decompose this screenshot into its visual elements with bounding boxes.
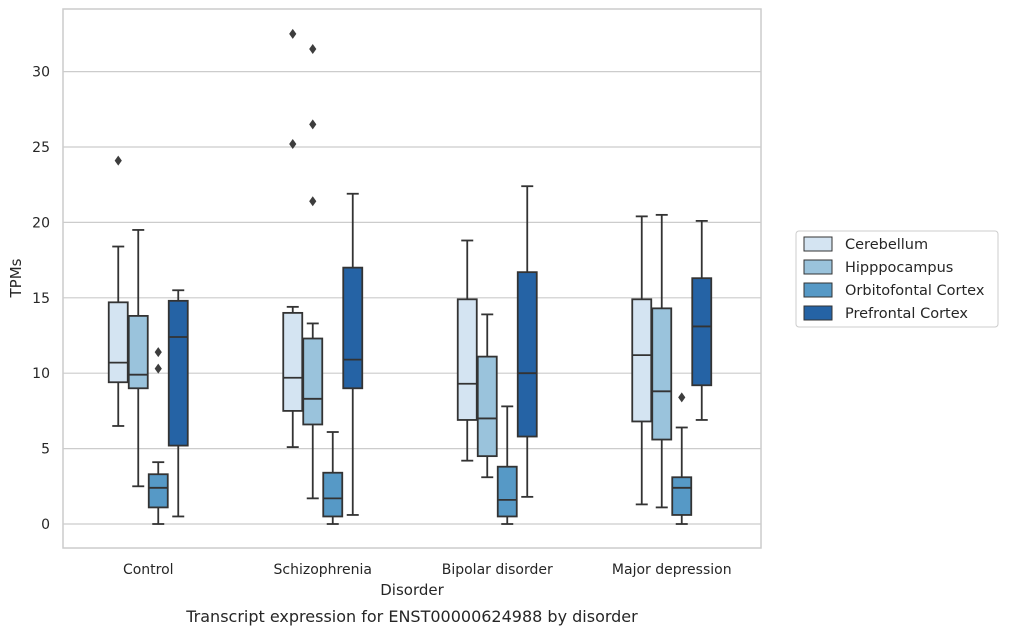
x-axis-label: Disorder bbox=[380, 581, 444, 599]
box-cerebellum-bipolar-disorder bbox=[456, 239, 478, 462]
outlier-point bbox=[114, 155, 122, 166]
legend-label: Hipppocampus bbox=[845, 260, 953, 276]
legend-frame bbox=[795, 230, 999, 328]
box-orbitofontal-cortex-control bbox=[147, 347, 169, 525]
legend-label: Prefrontal Cortex bbox=[845, 306, 968, 322]
gridlines bbox=[63, 70, 761, 525]
outlier-point bbox=[309, 119, 317, 130]
y-tick-label: 25 bbox=[32, 140, 50, 156]
x-tick-label: Major depression bbox=[612, 562, 732, 578]
iqr-box bbox=[476, 355, 498, 458]
legend-swatch bbox=[803, 236, 833, 252]
box-prefrontal-cortex-schizophrenia bbox=[342, 192, 364, 516]
x-tick-label: Schizophrenia bbox=[274, 562, 372, 578]
iqr-box bbox=[651, 307, 673, 441]
iqr-box bbox=[631, 298, 653, 423]
outlier-point bbox=[289, 138, 297, 149]
legend-label: Cerebellum bbox=[845, 237, 928, 253]
outlier-point bbox=[309, 196, 317, 207]
chart-caption: Transcript expression for ENST0000062498… bbox=[185, 607, 638, 626]
y-axis-label: TPMs bbox=[7, 258, 25, 298]
outlier-point bbox=[289, 28, 297, 39]
y-tick-label: 10 bbox=[32, 366, 50, 382]
box-hipppocampus-major-depression bbox=[651, 213, 673, 509]
legend-label: Orbitofontal Cortex bbox=[845, 283, 985, 299]
iqr-box bbox=[302, 337, 324, 426]
boxes bbox=[107, 28, 713, 525]
box-hipppocampus-schizophrenia bbox=[302, 43, 324, 500]
y-tick-label: 15 bbox=[32, 291, 50, 307]
legend-swatch bbox=[803, 305, 833, 321]
iqr-box bbox=[127, 314, 149, 390]
box-prefrontal-cortex-bipolar-disorder bbox=[516, 185, 538, 498]
outlier-point bbox=[678, 392, 686, 403]
y-tick-label: 30 bbox=[32, 65, 50, 81]
outlier-point bbox=[309, 43, 317, 54]
outlier-point bbox=[154, 347, 162, 358]
plot-frame bbox=[62, 8, 762, 549]
box-hipppocampus-control bbox=[127, 229, 149, 488]
outlier-point bbox=[154, 363, 162, 374]
iqr-box bbox=[282, 311, 304, 412]
iqr-box bbox=[322, 471, 344, 518]
legend-swatch bbox=[803, 259, 833, 275]
x-tick-label: Control bbox=[123, 562, 174, 578]
box-cerebellum-schizophrenia bbox=[282, 28, 304, 448]
box-prefrontal-cortex-control bbox=[167, 289, 189, 518]
box-cerebellum-control bbox=[107, 155, 129, 427]
box-orbitofontal-cortex-bipolar-disorder bbox=[496, 405, 518, 525]
box-prefrontal-cortex-major-depression bbox=[691, 219, 713, 421]
iqr-box bbox=[496, 465, 518, 518]
x-tick-label: Bipolar disorder bbox=[442, 562, 553, 578]
legend-swatch bbox=[803, 282, 833, 298]
y-tick-label: 20 bbox=[32, 215, 50, 231]
iqr-box bbox=[516, 271, 538, 438]
iqr-box bbox=[107, 301, 129, 384]
legend: Cerebellum Hipppocampus Orbitofontal Corte… bbox=[795, 230, 999, 328]
y-tick-labels: 0 5 10 15 20 25 30 bbox=[32, 65, 50, 533]
box-orbitofontal-cortex-schizophrenia bbox=[322, 431, 344, 525]
box-orbitofontal-cortex-major-depression bbox=[671, 392, 693, 525]
iqr-box bbox=[671, 476, 693, 516]
y-tick-label: 0 bbox=[41, 517, 50, 533]
iqr-box bbox=[342, 266, 364, 390]
iqr-box bbox=[167, 299, 189, 447]
iqr-box bbox=[456, 298, 478, 421]
iqr-box bbox=[147, 473, 169, 509]
x-tick-labels: Control Schizophrenia Bipolar disorder Majo… bbox=[123, 562, 732, 578]
iqr-box bbox=[691, 277, 713, 387]
box-cerebellum-major-depression bbox=[631, 215, 653, 506]
box-hipppocampus-bipolar-disorder bbox=[476, 313, 498, 479]
y-tick-label: 5 bbox=[41, 442, 50, 458]
